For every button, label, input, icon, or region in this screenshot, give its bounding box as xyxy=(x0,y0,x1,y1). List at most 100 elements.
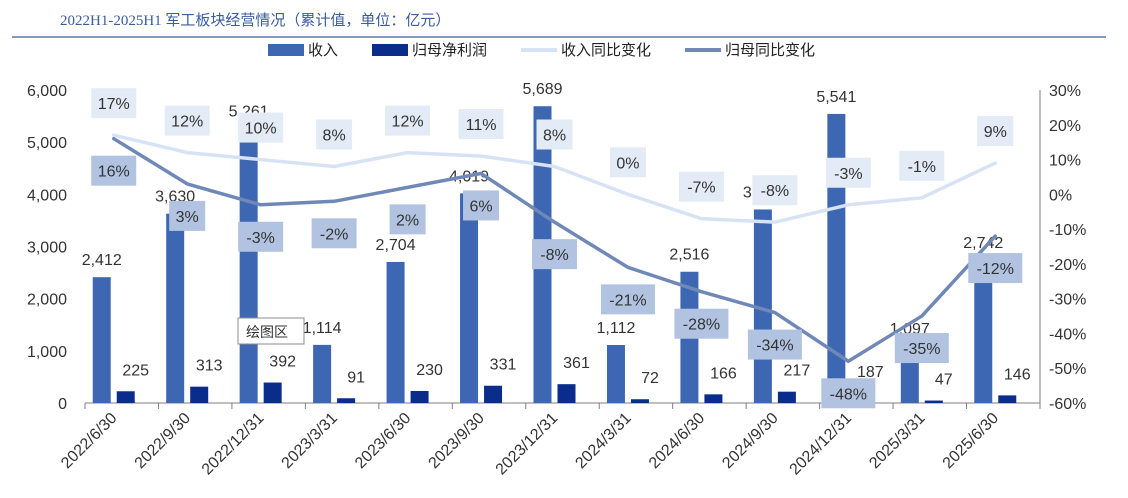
revenue-bar-label: 1,114 xyxy=(303,320,342,337)
profit-yoy-label-box xyxy=(821,378,876,409)
profit-bar xyxy=(924,400,943,403)
right-y-tick-label: -30% xyxy=(1049,292,1086,309)
profit-bar-label: 166 xyxy=(710,365,737,382)
profit-yoy-label: -12% xyxy=(977,261,1014,278)
x-tick-label: 2023/9/30 xyxy=(426,410,488,472)
x-tick-label: 2023/3/31 xyxy=(279,410,341,472)
revenue-bar-label: 2,516 xyxy=(669,247,709,264)
profit-yoy-label-box xyxy=(747,329,802,360)
profit-yoy-label: -21% xyxy=(609,292,646,309)
revenue-yoy-label: 11% xyxy=(466,117,497,134)
revenue-bar xyxy=(460,193,479,403)
revenue-yoy-label: -8% xyxy=(761,183,789,200)
profit-bar-label: 47 xyxy=(935,372,953,389)
revenue-yoy-label-box xyxy=(825,157,871,188)
right-y-tick-label: -50% xyxy=(1049,361,1086,378)
legend: 收入 归母净利润 收入同比变化 归母同比变化 xyxy=(268,42,815,59)
x-tick-label: 2024/9/30 xyxy=(719,410,781,472)
revenue-yoy-label-box xyxy=(458,109,504,140)
revenue-bar-label: 5,689 xyxy=(522,81,562,98)
chart-title: 2022H1-2025H1 军工板块经营情况（累计值，单位：亿元） xyxy=(60,11,450,29)
legend-swatch xyxy=(268,44,304,56)
revenue-yoy-label-box xyxy=(977,116,1014,147)
revenue-bar-label: 5,541 xyxy=(816,89,856,106)
revenue-yoy-label-box xyxy=(752,175,798,206)
revenue-yoy-label: 12% xyxy=(171,114,203,131)
profit-yoy-label: 6% xyxy=(469,198,492,215)
right-y-tick-label: 30% xyxy=(1049,83,1081,100)
profit-yoy-label: -28% xyxy=(683,317,720,334)
right-y-tick-label: 20% xyxy=(1049,118,1081,135)
revenue-yoy-label-box xyxy=(609,147,646,178)
revenue-yoy-label-box xyxy=(899,150,945,181)
revenue-bar xyxy=(166,213,185,403)
left-y-tick-label: 3,000 xyxy=(27,240,67,257)
profit-yoy-label: 16% xyxy=(98,164,130,181)
left-y-tick-label: 4,000 xyxy=(27,187,67,204)
x-tick-label: 2022/12/31 xyxy=(199,410,268,479)
revenue-yoy-line xyxy=(111,133,998,224)
profit-bar-label: 230 xyxy=(416,362,443,379)
profit-bar-label: 331 xyxy=(490,357,517,374)
profit-yoy-label-box xyxy=(238,221,284,252)
profit-yoy-label-box xyxy=(532,239,577,270)
profit-bar-label: 361 xyxy=(563,355,590,372)
x-tick-label: 2025/3/31 xyxy=(866,410,928,472)
profit-yoy-label: -34% xyxy=(756,338,793,355)
revenue-bar-label: 2,704 xyxy=(376,237,416,254)
profit-yoy-polyline xyxy=(111,136,998,364)
revenue-yoy-label: -1% xyxy=(908,159,936,176)
profit-yoy-label: -48% xyxy=(830,386,867,403)
revenue-bar-label: 1,112 xyxy=(597,320,636,337)
profit-yoy-label-box xyxy=(169,200,206,231)
profit-yoy-label-box xyxy=(674,308,729,339)
revenue-bar xyxy=(239,128,258,404)
revenue-bar xyxy=(386,261,405,403)
profit-bar-label: 72 xyxy=(641,370,659,387)
profit-yoy-label-box xyxy=(894,333,949,364)
revenue-bar xyxy=(606,344,625,403)
revenue-bar xyxy=(974,259,993,403)
revenue-yoy-label: -7% xyxy=(687,180,715,197)
revenue-yoy-polyline xyxy=(111,133,998,224)
profit-yoy-label-box xyxy=(600,284,655,315)
legend-label: 归母同比变化 xyxy=(725,42,815,59)
revenue-yoy-label: 17% xyxy=(98,96,130,113)
revenue-yoy-label-box xyxy=(91,88,137,119)
profit-yoy-line xyxy=(111,136,998,364)
right-y-tick-label: -40% xyxy=(1049,326,1086,343)
axes: 0 1,000 2,000 3,000 4,000 5,000 6,000 -60% -50% -… xyxy=(27,83,1086,413)
revenue-yoy-label-box xyxy=(316,119,353,150)
revenue-yoy-label: 12% xyxy=(392,114,424,131)
x-tick-label: 2023/12/31 xyxy=(493,410,562,479)
profit-bars xyxy=(116,382,1017,403)
profit-bar xyxy=(777,391,796,403)
left-y-tick-label: 2,000 xyxy=(27,292,67,309)
right-y-tick-label: 0% xyxy=(1049,187,1072,204)
x-tick-label: 2025/6/30 xyxy=(940,410,1002,472)
yoy-labels: 17% 12% 10% 8% 12% 11% 8% 0% -7% -8% -3% -1% 9% 16% 3%… xyxy=(91,88,1023,409)
revenue-yoy-label-box xyxy=(238,112,284,143)
revenue-bar-label: 2,412 xyxy=(82,252,122,269)
profit-yoy-label: -2% xyxy=(320,226,348,243)
left-y-tick-label: 1,000 xyxy=(27,344,67,361)
profit-yoy-label-box xyxy=(311,218,357,249)
profit-yoy-label-box xyxy=(463,190,500,221)
legend-label: 收入同比变化 xyxy=(561,42,651,59)
revenue-bar xyxy=(313,344,332,403)
profit-bar xyxy=(704,394,723,403)
legend-label: 归母净利润 xyxy=(412,42,487,59)
revenue-bar xyxy=(827,113,846,403)
tooltip-text: 绘图区 xyxy=(246,324,288,340)
profit-bar xyxy=(557,384,576,403)
profit-bar xyxy=(116,391,135,403)
profit-bar xyxy=(410,391,429,403)
tooltip-box xyxy=(237,317,305,345)
revenue-yoy-label-box xyxy=(164,105,210,136)
left-y-tick-label: 6,000 xyxy=(27,83,67,100)
profit-bar-label: 392 xyxy=(269,354,296,371)
profit-yoy-label-box xyxy=(389,204,426,235)
profit-yoy-label: 3% xyxy=(176,209,199,226)
x-tick-label: 2024/3/31 xyxy=(572,410,634,472)
